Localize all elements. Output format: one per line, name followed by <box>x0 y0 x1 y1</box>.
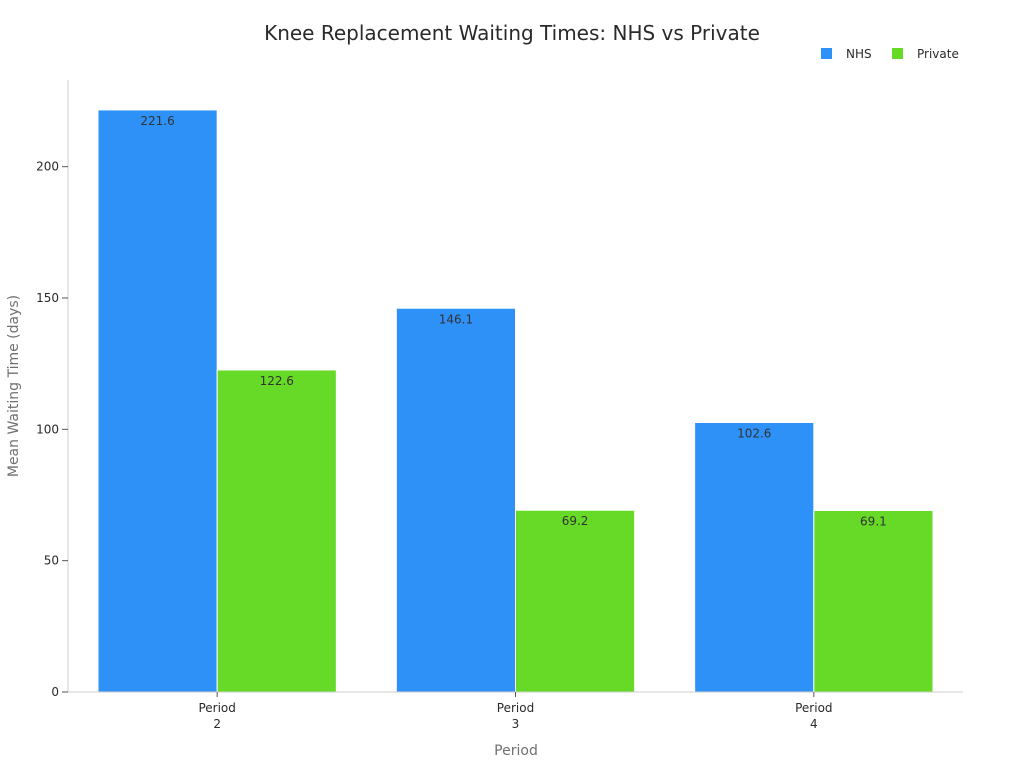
bar-private-2 <box>216 369 337 693</box>
x-tick-label-2: Period 2 <box>198 701 235 731</box>
bar-private-4 <box>813 510 934 693</box>
x-axis-ticks: Period 2 Period 3 Period 4 <box>198 692 833 731</box>
bar-nhs-4 <box>694 422 815 693</box>
y-axis-title: Mean Waiting Time (days) <box>6 295 22 477</box>
data-label-private-4: 69.1 <box>860 515 887 529</box>
legend-swatch-private <box>892 48 903 59</box>
data-label-private-2: 122.6 <box>260 374 294 388</box>
x-tick-label-3: Period 3 <box>497 701 534 731</box>
bar-private-3 <box>515 509 636 693</box>
legend-label-nhs: NHS <box>846 47 872 61</box>
legend-label-private: Private <box>917 47 959 61</box>
y-tick-label-50: 50 <box>44 554 59 568</box>
legend: NHS Private <box>821 47 959 61</box>
bar-nhs-3 <box>395 307 517 693</box>
y-tick-label-150: 150 <box>36 291 59 305</box>
y-tick-label-100: 100 <box>36 422 59 436</box>
data-label-nhs-4: 102.6 <box>737 427 771 441</box>
y-axis-ticks: 0 50 100 150 200 <box>36 160 68 699</box>
plot-area: 221.6 122.6 146.1 69.2 102.6 69.1 <box>97 109 934 693</box>
y-tick-label-0: 0 <box>51 685 59 699</box>
data-label-private-3: 69.2 <box>562 514 589 528</box>
chart-title: Knee Replacement Waiting Times: NHS vs P… <box>264 21 760 45</box>
data-label-nhs-3: 146.1 <box>439 312 473 326</box>
data-label-nhs-2: 221.6 <box>140 114 174 128</box>
x-axis-title: Period <box>494 743 538 759</box>
legend-swatch-nhs <box>821 48 832 59</box>
x-tick-label-4: Period 4 <box>795 701 832 731</box>
bar-nhs-2 <box>97 109 218 693</box>
y-tick-label-200: 200 <box>36 160 59 174</box>
